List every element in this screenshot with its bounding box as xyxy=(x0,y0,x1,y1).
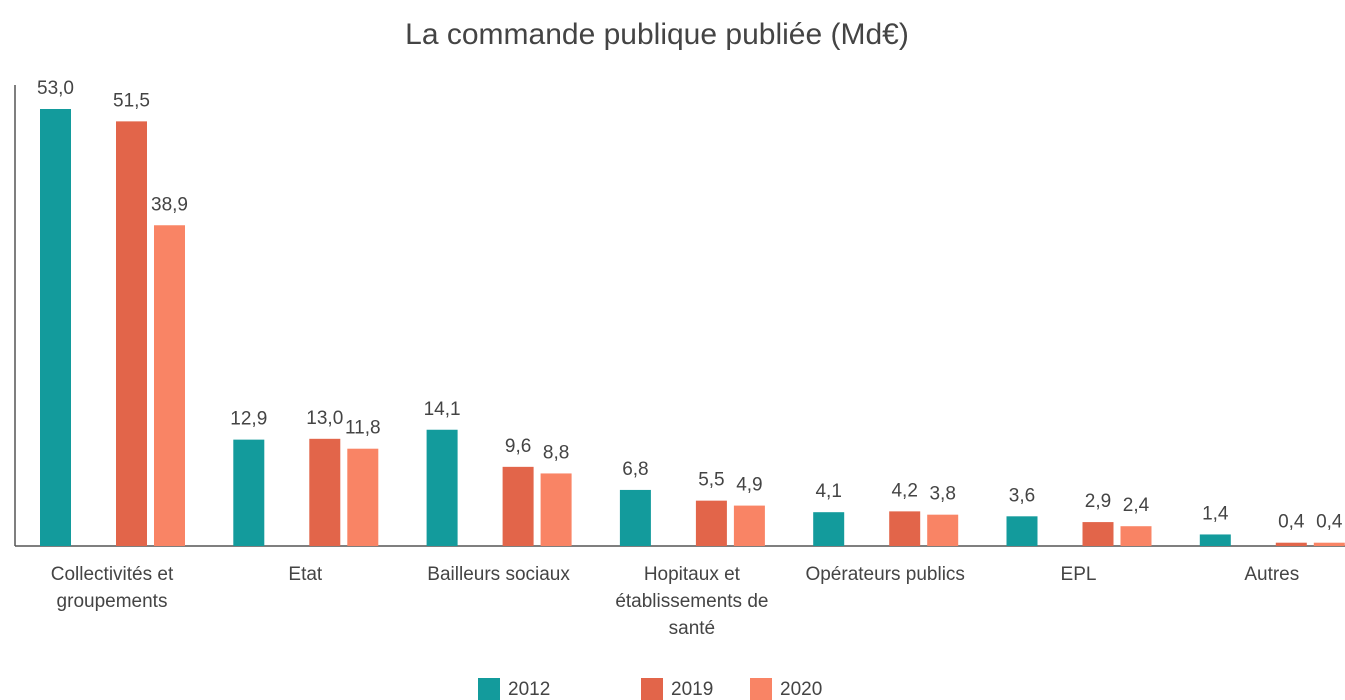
x-tick-label: Hopitaux et établissements de santé xyxy=(615,564,769,639)
value-label: 0,4 xyxy=(1278,512,1305,533)
x-tick-label: Bailleurs sociaux xyxy=(427,564,570,585)
value-label: 1,4 xyxy=(1202,503,1229,524)
value-label: 4,2 xyxy=(891,480,917,501)
bar xyxy=(889,511,921,546)
value-label: 3,8 xyxy=(929,484,955,505)
value-label: 2,4 xyxy=(1123,495,1150,516)
value-label: 11,8 xyxy=(345,418,381,439)
x-tick-label: Autres xyxy=(1244,564,1300,585)
bar xyxy=(233,439,265,546)
bar xyxy=(502,466,534,546)
legend-label: 2020 xyxy=(780,679,822,700)
value-label: 51,5 xyxy=(113,90,150,111)
bar xyxy=(426,429,458,546)
bar xyxy=(1199,534,1231,546)
bar xyxy=(1082,522,1114,546)
value-label: 14,1 xyxy=(424,399,461,420)
value-label: 8,8 xyxy=(543,442,569,463)
legend-label: 2012 xyxy=(508,679,550,700)
value-label: 38,9 xyxy=(151,194,188,215)
value-label: 6,8 xyxy=(622,459,648,480)
value-label: 53,0 xyxy=(37,78,74,99)
bar xyxy=(154,225,185,546)
bar xyxy=(1313,542,1345,546)
value-label: 2,9 xyxy=(1085,491,1111,512)
value-label: 3,6 xyxy=(1009,485,1035,506)
bar xyxy=(116,121,147,547)
value-label: 9,6 xyxy=(505,436,531,457)
legend-swatch xyxy=(750,678,772,700)
value-label: 4,9 xyxy=(736,475,762,496)
bar xyxy=(40,109,71,546)
x-tick-label: Opérateurs publics xyxy=(805,564,965,585)
x-tick-label: EPL xyxy=(1060,564,1097,585)
bar xyxy=(733,505,765,546)
value-label: 5,5 xyxy=(698,470,724,491)
x-tick-label: Collectivités et groupements xyxy=(50,564,174,612)
bar xyxy=(695,500,727,546)
value-label: 12,9 xyxy=(230,409,267,430)
value-label: 0,4 xyxy=(1316,512,1343,533)
legend-swatch xyxy=(641,678,663,700)
bar xyxy=(619,489,651,546)
bar xyxy=(347,448,379,546)
value-label: 4,1 xyxy=(815,481,841,502)
bar xyxy=(540,473,572,546)
x-tick-label: Etat xyxy=(288,564,323,585)
bar xyxy=(309,438,341,546)
bar xyxy=(813,512,845,546)
chart-title: La commande publique publiée (Md€) xyxy=(405,18,909,51)
bar xyxy=(1120,526,1152,546)
bar xyxy=(1275,542,1307,546)
legend-swatch xyxy=(478,678,500,700)
bar xyxy=(1006,516,1038,546)
bar xyxy=(927,514,959,546)
value-label: 13,0 xyxy=(306,408,343,429)
legend-label: 2019 xyxy=(671,679,713,700)
